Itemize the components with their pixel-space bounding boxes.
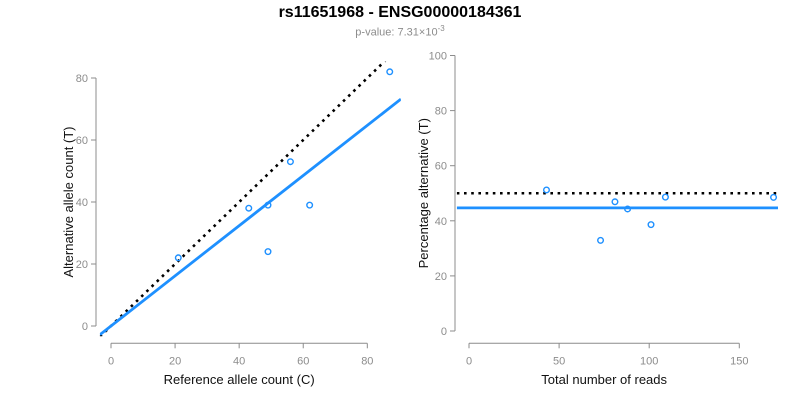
left-scatter-allele-counts: 0 20 40 60 80 0 20 40 60 80 Reference allele count…: [61, 61, 401, 387]
y-tick-label: 0: [82, 321, 88, 333]
y-axis-title: Percentage alternative (T): [416, 118, 431, 268]
y-tick-label: 20: [76, 259, 88, 271]
pvalue-exponent: -3: [437, 24, 445, 33]
data-point: [647, 221, 655, 229]
data-point: [542, 186, 550, 194]
x-tick-label: 0: [108, 355, 114, 367]
y-tick-label: 80: [76, 73, 88, 85]
x-tick-label: 20: [169, 355, 181, 367]
x-tick-label: 150: [730, 355, 748, 367]
y-tick-label: 60: [76, 135, 88, 147]
x-axis-title: Reference allele count (C): [164, 372, 315, 387]
right-scatter-percentage-vs-reads: 0 50 100 150 0 20 40 60 80 100 Total number of rea…: [416, 51, 778, 387]
y-tick-label: 80: [435, 106, 447, 118]
x-axis-title: Total number of reads: [541, 372, 667, 387]
pvalue-text: p-value: 7.31×10: [355, 26, 438, 39]
x-tick-label: 60: [297, 355, 309, 367]
data-point: [286, 158, 294, 166]
plot-subtitle: p-value: 7.31×10-3: [0, 24, 800, 39]
x-tick-label: 50: [553, 355, 565, 367]
plot-title: rs11651968 - ENSG00000184361: [278, 4, 522, 21]
y-tick-label: 40: [76, 197, 88, 209]
y-tick-label: 100: [429, 51, 447, 63]
x-tick-label: 0: [466, 355, 472, 367]
data-point: [770, 193, 778, 201]
data-point: [597, 236, 605, 244]
data-point: [264, 201, 272, 209]
x-tick-label: 40: [233, 355, 245, 367]
y-tick-label: 20: [435, 271, 447, 283]
data-point: [245, 204, 253, 212]
data-point: [306, 201, 314, 209]
x-tick-label: 80: [361, 355, 373, 367]
data-point: [624, 205, 632, 213]
data-point: [611, 198, 619, 206]
data-point: [386, 68, 394, 76]
y-axis-title: Alternative allele count (T): [61, 126, 76, 277]
y-tick-label: 60: [435, 161, 447, 173]
y-tick-label: 0: [441, 326, 447, 338]
fitted-proportion-line: [99, 97, 401, 336]
data-point: [174, 254, 182, 262]
y-tick-label: 40: [435, 216, 447, 228]
x-tick-label: 100: [640, 355, 658, 367]
data-point: [264, 248, 272, 256]
data-point: [661, 193, 669, 201]
identity-null-line: [99, 61, 387, 337]
